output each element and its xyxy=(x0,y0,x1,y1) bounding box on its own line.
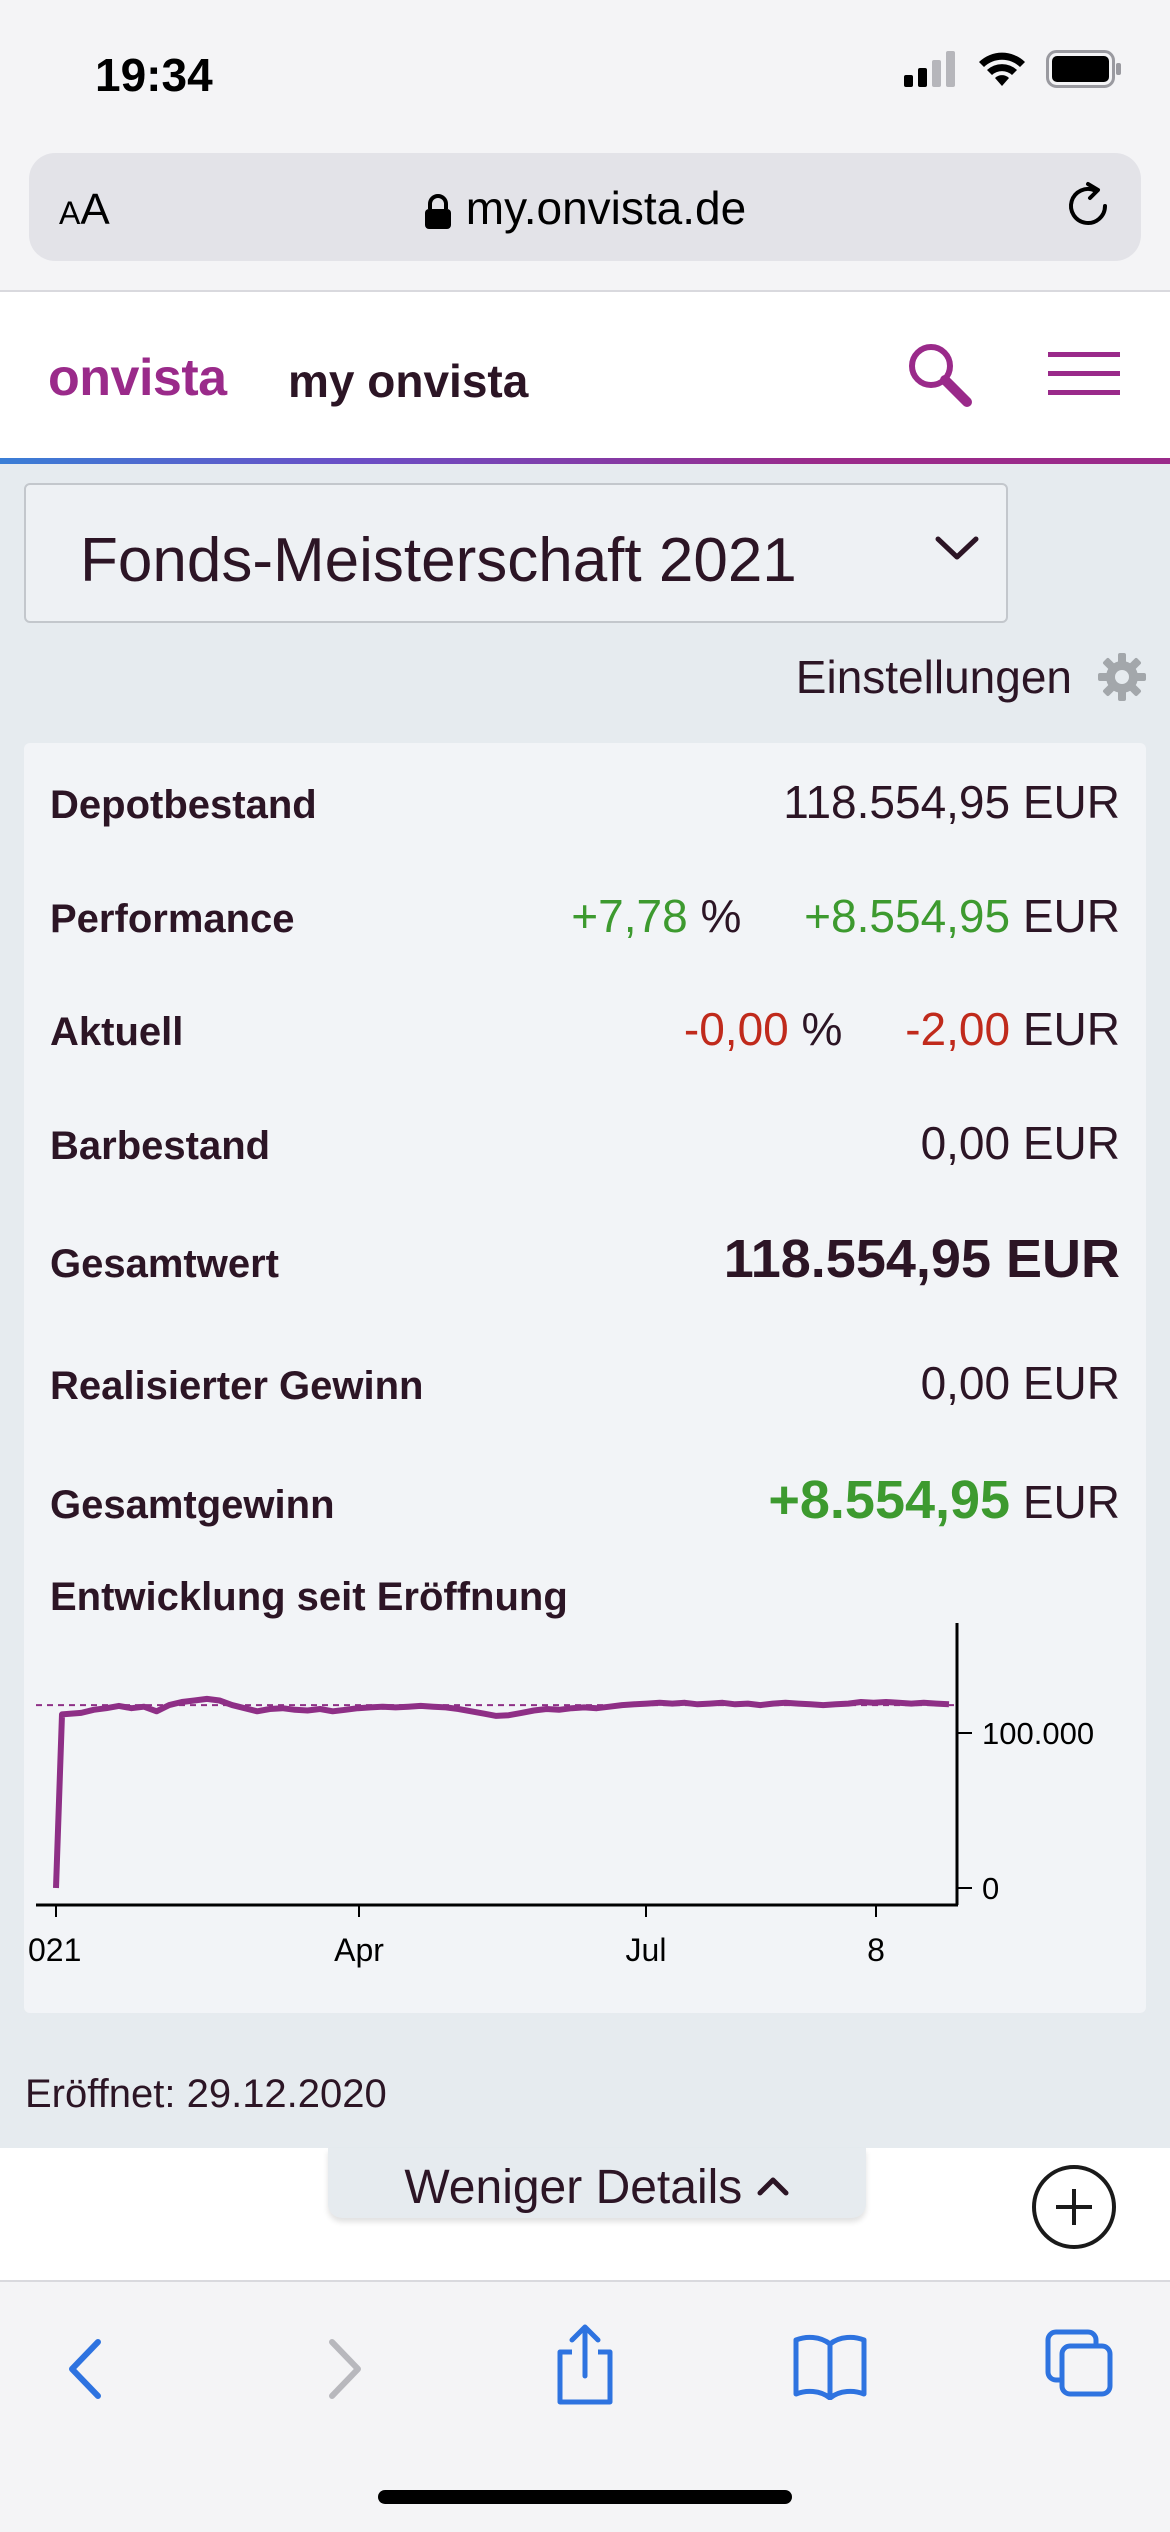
y-tick-label: 0 xyxy=(982,1871,999,1906)
forward-icon[interactable] xyxy=(318,2334,368,2404)
x-tick-label: Jul xyxy=(626,1932,667,1968)
status-icons xyxy=(904,50,1122,88)
x-tick-label: 8 xyxy=(867,1932,885,1968)
performance-abs-unit: EUR xyxy=(1022,890,1120,942)
lock-icon xyxy=(424,193,451,229)
share-icon[interactable] xyxy=(550,2322,620,2406)
reader-text-size-button[interactable]: AA xyxy=(59,185,110,234)
row-label: Aktuell xyxy=(50,1010,184,1054)
portfolio-select[interactable]: Fonds-Meisterschaft 2021 xyxy=(24,483,1008,623)
gesamtgewinn-value: +8.554,95 xyxy=(768,1470,1011,1530)
status-time: 19:34 xyxy=(95,49,213,101)
row-label: Gesamtgewinn xyxy=(50,1483,335,1527)
add-circle-icon[interactable] xyxy=(1030,2163,1118,2251)
home-indicator xyxy=(378,2490,792,2504)
chevron-down-icon xyxy=(935,536,979,560)
url-display[interactable]: my.onvista.de xyxy=(29,181,1141,235)
row-value: -0,00 % -2,00 EUR xyxy=(684,1002,1120,1056)
settings-label: Einstellungen xyxy=(795,651,1072,703)
address-bar[interactable]: AA my.onvista.de xyxy=(29,153,1141,261)
row-realisierter-gewinn: Realisierter Gewinn 0,00 EUR xyxy=(50,1356,1120,1410)
header-gradient-divider xyxy=(0,458,1170,464)
search-icon[interactable] xyxy=(905,340,975,410)
row-aktuell: Aktuell -0,00 % -2,00 EUR xyxy=(50,1002,1120,1056)
hamburger-menu-icon[interactable] xyxy=(1048,352,1120,396)
row-performance: Performance +7,78 % +8.554,95 EUR xyxy=(50,889,1120,943)
onvista-logo[interactable]: onvista xyxy=(48,349,227,407)
chart-title: Entwicklung seit Eröffnung xyxy=(50,1575,568,1619)
x-tick-label: Apr xyxy=(334,1932,384,1968)
portfolio-select-value: Fonds-Meisterschaft 2021 xyxy=(80,526,797,595)
site-header: onvista my onvista xyxy=(0,292,1170,462)
wifi-icon xyxy=(979,52,1025,86)
aktuell-abs: -2,00 xyxy=(905,1003,1011,1055)
row-value: 0,00 EUR xyxy=(920,1357,1120,1409)
row-value: 118.554,95 EUR xyxy=(723,1229,1120,1289)
url-text: my.onvista.de xyxy=(465,182,747,234)
tabs-icon[interactable] xyxy=(1044,2328,1116,2400)
portfolio-summary-card: Depotbestand 118.554,95 EUR Performance … xyxy=(24,743,1146,2013)
row-value: +7,78 % +8.554,95 EUR xyxy=(571,889,1120,943)
status-bar: 19:34 xyxy=(0,0,1170,145)
browser-address-area: AA my.onvista.de xyxy=(0,145,1170,292)
battery-icon xyxy=(1046,50,1121,88)
row-value: 118.554,95 EUR xyxy=(783,776,1120,828)
performance-pct: +7,78 xyxy=(571,890,688,942)
row-label: Depotbestand xyxy=(50,783,317,827)
row-gesamtwert: Gesamtwert 118.554,95 EUR xyxy=(50,1228,1120,1290)
signal-icon xyxy=(904,51,955,87)
series-line xyxy=(53,1695,950,1889)
gesamtgewinn-unit: EUR xyxy=(1022,1476,1120,1528)
aktuell-abs-unit: EUR xyxy=(1022,1003,1120,1055)
less-details-button[interactable]: Weniger Details xyxy=(328,2148,866,2218)
x-tick-label: 021 xyxy=(28,1932,81,1968)
settings-link[interactable]: Einstellungen xyxy=(796,650,1148,704)
row-label: Barbestand xyxy=(50,1124,271,1168)
less-details-label: Weniger Details xyxy=(404,2161,743,2214)
performance-pct-unit: % xyxy=(700,890,742,942)
performance-abs: +8.554,95 xyxy=(804,890,1011,942)
y-axis-ticks: 100.000 0 xyxy=(957,1716,1094,1906)
aktuell-pct: -0,00 xyxy=(683,1003,789,1055)
performance-chart[interactable]: 021 Apr Jul 8 100.000 0 xyxy=(24,1623,1146,2013)
row-gesamtgewinn: Gesamtgewinn +8.554,95 EUR xyxy=(50,1469,1120,1531)
row-value: 0,00 EUR xyxy=(920,1117,1120,1169)
y-tick-label: 100.000 xyxy=(982,1716,1094,1751)
section-title[interactable]: my onvista xyxy=(288,355,529,407)
row-label: Performance xyxy=(50,897,295,941)
opened-date: Eröffnet: 29.12.2020 xyxy=(25,2072,387,2116)
bookmarks-icon[interactable] xyxy=(792,2332,868,2400)
row-value: +8.554,95 EUR xyxy=(768,1469,1120,1531)
x-axis-ticks: 021 Apr Jul 8 xyxy=(28,1905,885,1968)
chevron-up-icon xyxy=(757,2177,789,2196)
aktuell-pct-unit: % xyxy=(801,1003,843,1055)
reload-icon[interactable] xyxy=(1061,179,1115,233)
row-label: Realisierter Gewinn xyxy=(50,1364,424,1408)
row-label: Gesamtwert xyxy=(50,1242,279,1286)
row-depotbestand: Depotbestand 118.554,95 EUR xyxy=(50,775,1120,829)
gear-icon xyxy=(1098,653,1146,701)
row-barbestand: Barbestand 0,00 EUR xyxy=(50,1116,1120,1170)
back-icon[interactable] xyxy=(62,2334,112,2404)
